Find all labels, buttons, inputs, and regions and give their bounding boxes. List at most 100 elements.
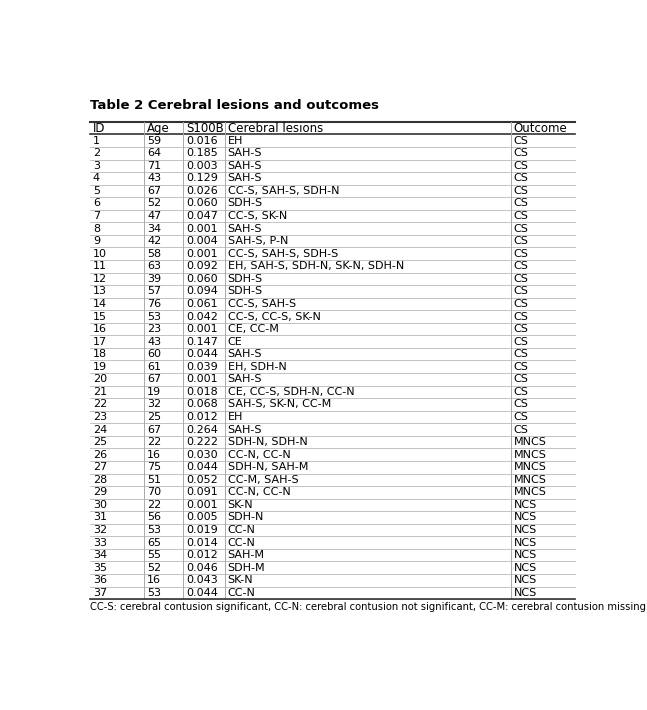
Text: NCS: NCS [514, 588, 537, 598]
Text: CS: CS [514, 261, 529, 271]
Text: 67: 67 [148, 186, 161, 196]
Text: 75: 75 [148, 462, 161, 472]
Text: 0.004: 0.004 [186, 236, 218, 246]
Text: SAH-S: SAH-S [228, 173, 262, 183]
Text: 0.044: 0.044 [186, 349, 218, 359]
Text: 23: 23 [148, 324, 161, 334]
Text: Outcome: Outcome [514, 121, 567, 135]
Text: ID: ID [93, 121, 105, 135]
Text: CC-S, SAH-S: CC-S, SAH-S [228, 299, 296, 309]
Text: SDH-S: SDH-S [228, 199, 263, 209]
Text: SDH-S: SDH-S [228, 274, 263, 284]
Text: 23: 23 [93, 412, 107, 422]
Text: CC-N: CC-N [228, 588, 256, 598]
Text: CC-N: CC-N [228, 525, 256, 535]
Text: CS: CS [514, 136, 529, 146]
Text: 19: 19 [93, 361, 107, 372]
Text: CS: CS [514, 387, 529, 397]
Text: 53: 53 [148, 588, 161, 598]
Text: 0.092: 0.092 [186, 261, 218, 271]
Text: 22: 22 [148, 500, 162, 510]
Text: 21: 21 [93, 387, 107, 397]
Text: 43: 43 [148, 337, 161, 346]
Text: 9: 9 [93, 236, 100, 246]
Text: Cerebral lesions: Cerebral lesions [228, 121, 323, 135]
Text: CS: CS [514, 412, 529, 422]
Text: 17: 17 [93, 337, 107, 346]
Text: 70: 70 [148, 487, 161, 497]
Text: 0.016: 0.016 [186, 136, 217, 146]
Text: 0.222: 0.222 [186, 437, 218, 447]
Text: 67: 67 [148, 374, 161, 384]
Text: 43: 43 [148, 173, 161, 183]
Text: 47: 47 [148, 211, 162, 221]
Text: 0.044: 0.044 [186, 588, 218, 598]
Text: SDH-S: SDH-S [228, 286, 263, 296]
Text: 26: 26 [93, 449, 107, 459]
Text: 61: 61 [148, 361, 161, 372]
Text: 76: 76 [148, 299, 161, 309]
Text: CC-S: cerebral contusion significant, CC-N: cerebral contusion not significant, : CC-S: cerebral contusion significant, CC… [90, 602, 647, 613]
Text: SAH-S, P-N: SAH-S, P-N [228, 236, 288, 246]
Text: SDH-N, SAH-M: SDH-N, SAH-M [228, 462, 308, 472]
Text: 28: 28 [93, 475, 107, 485]
Text: 0.001: 0.001 [186, 500, 217, 510]
Text: 64: 64 [148, 148, 161, 158]
Text: CS: CS [514, 400, 529, 410]
Text: 0.012: 0.012 [186, 412, 218, 422]
Text: CS: CS [514, 361, 529, 372]
Text: SAH-S, SK-N, CC-M: SAH-S, SK-N, CC-M [228, 400, 331, 410]
Text: 0.001: 0.001 [186, 324, 217, 334]
Text: 0.044: 0.044 [186, 462, 218, 472]
Text: CC-S, SK-N: CC-S, SK-N [228, 211, 287, 221]
Text: 0.047: 0.047 [186, 211, 218, 221]
Text: 30: 30 [93, 500, 107, 510]
Text: CS: CS [514, 173, 529, 183]
Text: 55: 55 [148, 550, 161, 560]
Text: CS: CS [514, 148, 529, 158]
Text: 34: 34 [148, 224, 161, 234]
Text: SAH-S: SAH-S [228, 374, 262, 384]
Text: MNCS: MNCS [514, 449, 547, 459]
Text: 0.043: 0.043 [186, 575, 218, 585]
Text: SDH-N: SDH-N [228, 513, 264, 523]
Text: CS: CS [514, 337, 529, 346]
Text: 67: 67 [148, 425, 161, 435]
Text: EH, SDH-N: EH, SDH-N [228, 361, 287, 372]
Text: CS: CS [514, 312, 529, 322]
Text: 0.018: 0.018 [186, 387, 218, 397]
Text: 63: 63 [148, 261, 161, 271]
Text: 7: 7 [93, 211, 100, 221]
Text: 60: 60 [148, 349, 161, 359]
Text: SDH-M: SDH-M [228, 563, 265, 573]
Text: 0.052: 0.052 [186, 475, 218, 485]
Text: CC-N, CC-N: CC-N, CC-N [228, 487, 291, 497]
Text: 13: 13 [93, 286, 107, 296]
Text: 0.061: 0.061 [186, 299, 217, 309]
Text: 0.039: 0.039 [186, 361, 218, 372]
Text: NCS: NCS [514, 575, 537, 585]
Text: CC-S, CC-S, SK-N: CC-S, CC-S, SK-N [228, 312, 320, 322]
Text: CS: CS [514, 211, 529, 221]
Text: 0.001: 0.001 [186, 374, 217, 384]
Text: NCS: NCS [514, 537, 537, 547]
Text: EH: EH [228, 412, 243, 422]
Text: 56: 56 [148, 513, 161, 523]
Text: CS: CS [514, 224, 529, 234]
Text: SK-N: SK-N [228, 500, 254, 510]
Text: MNCS: MNCS [514, 487, 547, 497]
Text: 0.042: 0.042 [186, 312, 218, 322]
Text: 34: 34 [93, 550, 107, 560]
Text: 36: 36 [93, 575, 107, 585]
Text: NCS: NCS [514, 500, 537, 510]
Text: 0.019: 0.019 [186, 525, 218, 535]
Text: NCS: NCS [514, 525, 537, 535]
Text: SAH-S: SAH-S [228, 160, 262, 171]
Text: SDH-N, SDH-N: SDH-N, SDH-N [228, 437, 307, 447]
Text: 57: 57 [148, 286, 161, 296]
Text: 0.001: 0.001 [186, 248, 217, 258]
Text: 37: 37 [93, 588, 107, 598]
Text: 15: 15 [93, 312, 107, 322]
Text: 27: 27 [93, 462, 107, 472]
Text: 0.060: 0.060 [186, 199, 217, 209]
